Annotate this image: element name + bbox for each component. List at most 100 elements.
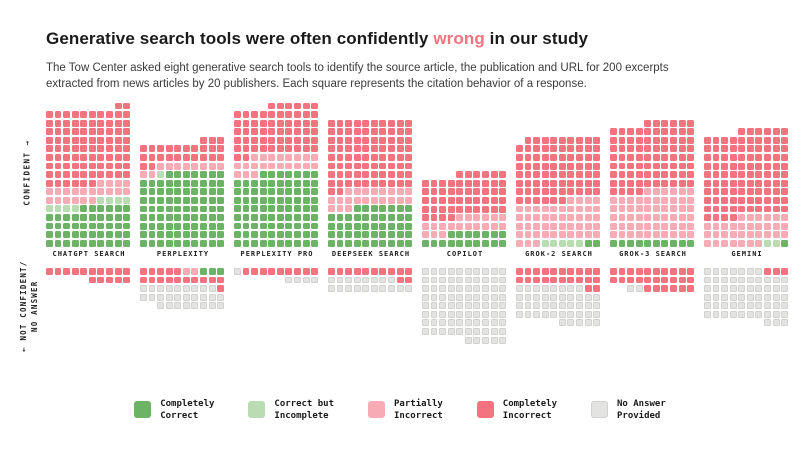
response-square-completely-incorrect (627, 154, 635, 161)
response-square-completely-correct (242, 222, 250, 230)
response-square-completely-incorrect (405, 171, 413, 179)
response-square-partially-incorrect (336, 205, 344, 213)
response-square-correct-but-incomplete (764, 239, 771, 247)
response-square-completely-incorrect (473, 171, 481, 179)
response-square-completely-incorrect (516, 154, 523, 161)
response-square-partially-incorrect (610, 196, 617, 204)
response-square-completely-incorrect (550, 154, 558, 161)
response-square-no-answer (302, 276, 310, 284)
response-square-completely-correct (106, 214, 113, 221)
response-square-completely-incorrect (370, 119, 378, 127)
response-square-completely-incorrect (584, 154, 592, 161)
response-square-completely-correct (234, 214, 241, 221)
response-square-partially-incorrect (541, 231, 549, 239)
empty-cell (80, 277, 87, 284)
response-square-no-answer (729, 285, 737, 293)
response-square-completely-incorrect (336, 154, 344, 161)
response-square-completely-correct (157, 196, 165, 204)
response-square-completely-incorrect (550, 188, 558, 196)
response-square-completely-correct (370, 239, 378, 247)
response-square-completely-incorrect (336, 145, 344, 153)
response-square-completely-incorrect (550, 162, 558, 170)
response-square-completely-incorrect (635, 188, 643, 196)
response-square-no-answer (422, 268, 429, 275)
response-square-no-answer (721, 276, 729, 284)
response-square-no-answer (200, 293, 207, 301)
legend-swatch-partially-incorrect (368, 401, 386, 418)
response-square-completely-incorrect (593, 171, 601, 179)
response-square-partially-incorrect (396, 188, 404, 196)
response-square-partially-incorrect (755, 214, 763, 221)
response-square-completely-incorrect (46, 171, 53, 179)
response-square-no-answer (721, 293, 729, 301)
response-square-completely-incorrect (370, 179, 378, 187)
response-square-partially-incorrect (106, 179, 113, 187)
response-square-completely-incorrect (54, 111, 62, 118)
response-square-completely-correct (140, 214, 147, 221)
response-square-partially-incorrect (251, 153, 259, 161)
response-square-completely-incorrect (618, 276, 626, 284)
response-square-no-answer (447, 310, 455, 318)
response-square-completely-correct (174, 239, 182, 247)
response-square-partially-incorrect (276, 153, 284, 161)
response-square-completely-correct (182, 214, 190, 221)
response-square-partially-incorrect (781, 231, 789, 239)
response-square-completely-correct (336, 222, 344, 230)
response-square-partially-incorrect (379, 188, 387, 196)
response-square-completely-incorrect (755, 171, 763, 179)
response-square-partially-incorrect (276, 162, 284, 170)
response-square-completely-incorrect (405, 276, 413, 284)
response-square-completely-incorrect (88, 171, 96, 179)
response-square-partially-incorrect (635, 214, 643, 221)
response-square-completely-incorrect (635, 145, 643, 153)
response-square-partially-incorrect (405, 196, 413, 204)
response-square-partially-incorrect (191, 268, 199, 275)
response-square-completely-correct (46, 231, 53, 239)
response-square-no-answer (336, 285, 344, 293)
response-square-no-answer (593, 310, 601, 318)
response-square-no-answer (148, 293, 156, 301)
response-square-completely-correct (165, 231, 173, 239)
response-square-completely-incorrect (328, 128, 335, 136)
response-square-partially-incorrect (533, 205, 541, 213)
response-square-completely-correct (174, 179, 182, 187)
response-square-completely-incorrect (721, 214, 729, 221)
response-square-partially-incorrect (661, 222, 669, 230)
response-square-completely-incorrect (670, 128, 677, 136)
response-square-partially-incorrect (541, 205, 549, 213)
response-square-no-answer (490, 293, 498, 301)
response-square-completely-incorrect (670, 162, 677, 170)
page-title: Generative search tools were often confi… (46, 29, 766, 49)
response-square-completely-incorrect (388, 145, 395, 153)
response-square-completely-incorrect (567, 171, 575, 179)
response-square-completely-incorrect (576, 136, 583, 144)
response-square-no-answer (456, 319, 464, 327)
response-square-completely-incorrect (345, 154, 353, 161)
response-square-completely-correct (148, 231, 156, 239)
response-square-completely-incorrect (362, 145, 370, 153)
empty-cell (251, 103, 258, 110)
response-square-completely-incorrect (644, 171, 652, 179)
response-square-completely-incorrect (294, 145, 301, 153)
response-square-completely-correct (191, 214, 199, 221)
response-square-partially-incorrect (388, 188, 395, 196)
response-square-completely-incorrect (311, 268, 319, 275)
response-square-completely-correct (362, 222, 370, 230)
response-square-partially-incorrect (422, 222, 429, 230)
response-square-completely-incorrect (396, 276, 404, 284)
response-square-no-answer (781, 293, 789, 301)
empty-cell (721, 319, 728, 326)
response-square-completely-incorrect (558, 268, 566, 275)
response-square-completely-incorrect (311, 119, 319, 127)
response-square-no-answer (482, 319, 489, 327)
response-square-completely-incorrect (208, 145, 216, 153)
response-square-no-answer (772, 310, 780, 318)
response-square-completely-incorrect (610, 136, 617, 144)
response-square-no-answer (721, 302, 729, 310)
response-square-completely-incorrect (764, 136, 771, 144)
response-square-completely-correct (311, 188, 319, 196)
response-square-completely-correct (191, 196, 199, 204)
response-square-completely-correct (294, 222, 301, 230)
response-square-completely-incorrect (174, 268, 182, 275)
response-square-partially-incorrect (157, 162, 165, 170)
